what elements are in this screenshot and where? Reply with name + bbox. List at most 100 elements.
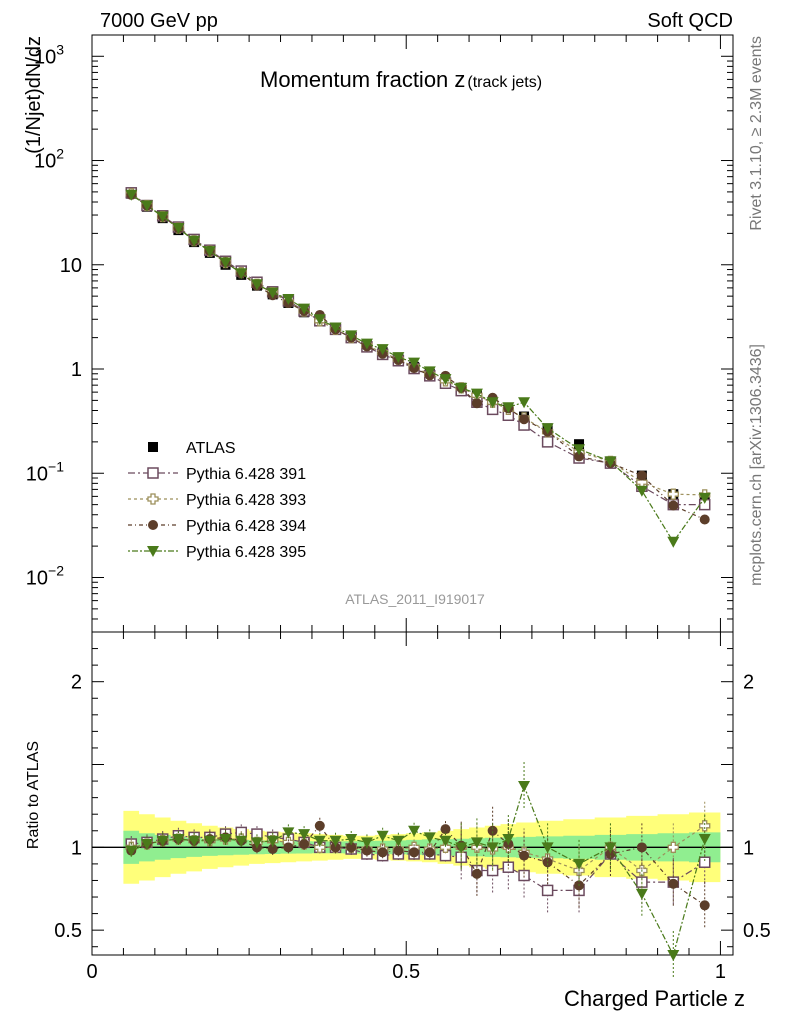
pythia-6-428-395-point <box>345 330 358 342</box>
pythia-6-428-395-ratio-point <box>423 832 436 844</box>
pythia-6-428-395-ratio-line <box>131 784 706 957</box>
pythia-6-428-395-point <box>298 303 311 315</box>
pythia-6-428-394-point <box>668 500 679 511</box>
pythia-6-428-394-ratio-point <box>330 842 341 853</box>
main-y-tick-label: 10−2 <box>26 562 64 589</box>
main-y-axis-label: (1/Njet)dN/dz <box>23 36 45 154</box>
pythia-6-428-395-ratio-point <box>156 835 169 847</box>
x-axis-label: Charged Particle z <box>564 986 745 1011</box>
pythia-6-428-395-point <box>423 366 436 378</box>
x-tick-label: 0.5 <box>392 961 420 983</box>
pythia-6-428-395-point <box>486 397 499 409</box>
pythia-6-428-395-ratio-point <box>667 950 680 961</box>
legend-label: ATLAS <box>186 440 236 457</box>
pythia-6-428-391-ratio-point <box>541 884 554 897</box>
pythia-6-428-394-ratio-point <box>471 868 482 879</box>
pythia-6-428-395-ratio-point <box>541 842 554 854</box>
main-series-layer <box>125 187 711 548</box>
pythia-6-428-395-point <box>518 397 531 409</box>
pythia-6-428-395-point <box>698 492 711 504</box>
pythia-6-428-394-ratio-point <box>409 847 420 858</box>
pythia-6-428-395-point <box>667 536 680 548</box>
pythia-6-428-395-ratio-point <box>298 829 311 841</box>
pythia-6-428-394-ratio-line <box>131 824 706 906</box>
ratio-y-tick-label-right: 1 <box>743 837 754 859</box>
pythia-6-428-395-ratio-point <box>376 830 389 842</box>
atlas-point <box>574 439 585 450</box>
legend-marker <box>148 442 158 452</box>
pythia-6-428-395-ratio-point <box>455 842 468 854</box>
legend-marker <box>148 520 158 530</box>
pythia-6-428-391-ratio-point <box>698 856 711 868</box>
main-y-tick-label: 103 <box>34 41 64 68</box>
pythia-6-428-394-point <box>471 398 482 409</box>
pythia-6-428-395-point <box>235 268 248 280</box>
ratio-plot-frame <box>91 631 734 956</box>
pythia-6-428-394-ratio-point <box>668 878 679 889</box>
pythia-6-428-395-ratio-point <box>604 842 617 854</box>
pythia-6-428-395-point <box>541 423 554 435</box>
pythia-6-428-391-ratio-point <box>502 861 515 873</box>
pythia-6-428-393-point <box>667 488 679 500</box>
pythia-6-428-395-ratio-point <box>313 835 326 847</box>
analysis-tag: ATLAS_2011_I919017 <box>345 591 485 607</box>
legend-label: Pythia 6.428 395 <box>186 544 306 561</box>
pythia-6-428-395-ratio-point <box>408 825 421 837</box>
pythia-6-428-393-ratio-point <box>667 841 679 853</box>
pythia-6-428-395-ratio-point <box>235 835 248 847</box>
pythia-6-428-394-ratio-point <box>393 845 404 856</box>
pythia-6-428-394-ratio-point <box>346 842 357 853</box>
pythia-6-428-395-point <box>313 314 326 326</box>
pythia-6-428-395-ratio-point <box>635 888 648 900</box>
pythia-6-428-395-point <box>156 211 169 223</box>
legend-marker <box>147 493 159 505</box>
pythia-6-428-395-ratio-point <box>140 839 153 851</box>
pythia-6-428-395-point <box>392 352 405 364</box>
main-y-tick-label: 1 <box>71 359 82 381</box>
pythia-6-428-395-point <box>408 357 421 369</box>
header-left: 7000 GeV pp <box>100 10 218 32</box>
ratio-y-tick-label-right: 0.5 <box>743 920 771 942</box>
pythia-6-428-394-ratio-point <box>314 820 325 831</box>
pythia-6-428-395-point <box>219 257 232 269</box>
pythia-6-428-395-point <box>604 456 617 468</box>
pythia-6-428-395-ratio-point <box>203 835 216 847</box>
pythia-6-428-394-point <box>636 470 647 481</box>
mcplots-citation-label: mcplots.cern.ch [arXiv:1306.3436] <box>748 344 765 586</box>
pythia-6-428-395-ratio-point <box>329 835 342 847</box>
x-tick-label: 0 <box>86 961 97 983</box>
ratio-series-layer <box>125 762 711 979</box>
pythia-6-428-395-ratio-point <box>392 835 405 847</box>
pythia-6-428-395-point <box>282 293 295 305</box>
pythia-6-428-394-ratio-point <box>377 847 388 858</box>
pythia-6-428-395-point <box>360 338 373 350</box>
legend-label: Pythia 6.428 391 <box>186 466 306 483</box>
pythia-6-428-394-ratio-point <box>361 845 372 856</box>
pythia-6-428-394-ratio-point <box>283 842 294 853</box>
pythia-6-428-394-ratio-point <box>440 824 451 835</box>
main-y-tick-label: 10 <box>60 255 82 277</box>
pythia-6-428-395-ratio-point <box>125 845 138 857</box>
pythia-6-428-393-ratio-point <box>699 820 711 832</box>
pythia-6-428-395-ratio-point <box>360 837 373 849</box>
pythia-6-428-394-point <box>699 514 710 525</box>
ratio-y-tick-label-left: 0.5 <box>54 920 82 942</box>
pythia-6-428-391-line <box>130 192 705 506</box>
pythia-6-428-395-ratio-point <box>518 781 531 793</box>
pythia-6-428-395-ratio-point <box>502 834 515 846</box>
pythia-6-428-394-ratio-point <box>519 850 530 861</box>
pythia-6-428-391-point <box>541 436 554 448</box>
pythia-6-428-395-ratio-point <box>188 835 201 847</box>
pythia-6-428-395-ratio-point <box>486 842 499 854</box>
pythia-6-428-395-point <box>188 235 201 247</box>
ratio-y-tick-label-left: 1 <box>71 837 82 859</box>
pythia-6-428-395-point <box>502 402 515 414</box>
pythia-6-428-393-ratio-point <box>439 841 452 853</box>
pythia-6-428-394-ratio-point <box>267 843 278 854</box>
pythia-6-428-394-ratio-point <box>299 839 310 850</box>
chart-title-sub: (track jets) <box>467 74 542 91</box>
pythia-6-428-395-point <box>203 246 216 258</box>
pythia-6-428-395-ratio-point <box>172 834 185 846</box>
pythia-6-428-395-point <box>125 189 138 201</box>
